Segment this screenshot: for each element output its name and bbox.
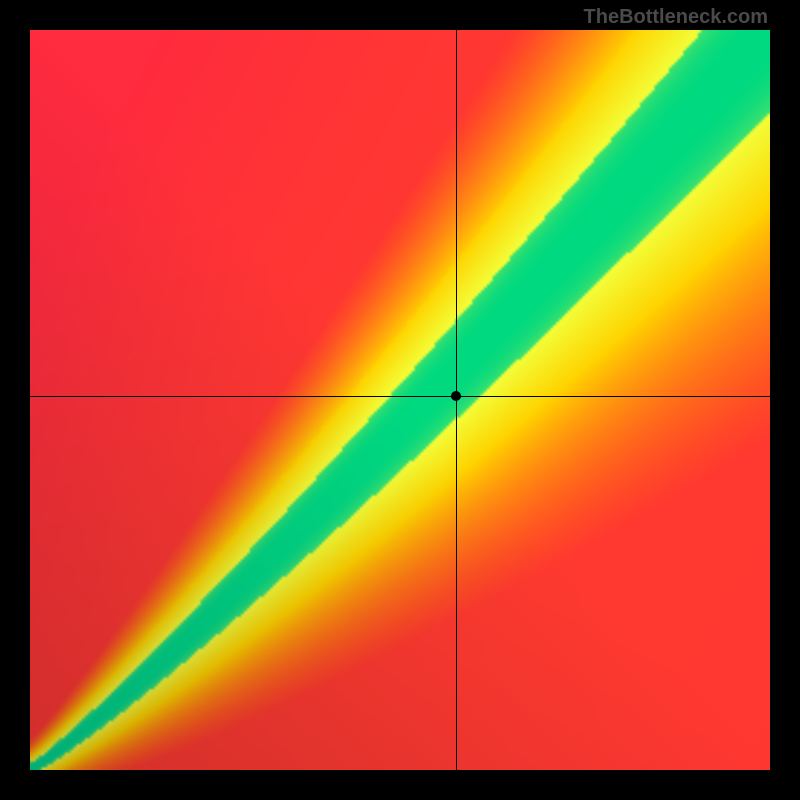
crosshair-marker: [451, 391, 461, 401]
watermark-text: TheBottleneck.com: [584, 6, 768, 29]
plot-area: [30, 30, 770, 770]
crosshair-horizontal: [30, 396, 770, 397]
heatmap-canvas: [30, 30, 770, 770]
